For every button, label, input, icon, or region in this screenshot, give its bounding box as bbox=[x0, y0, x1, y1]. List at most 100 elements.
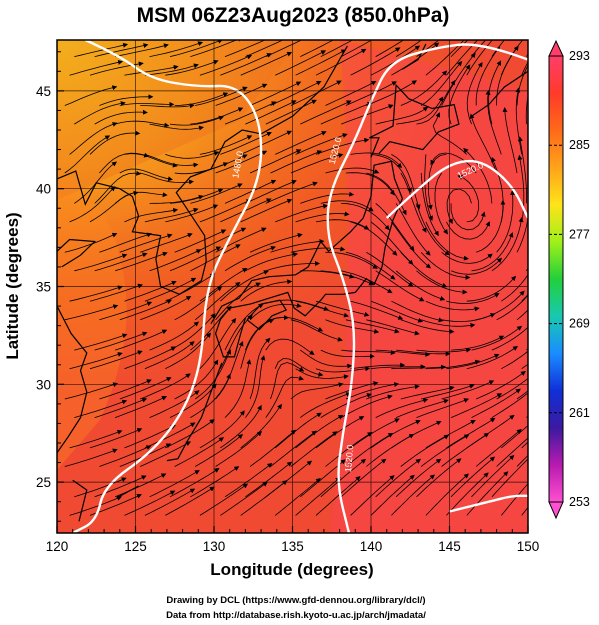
colorbar-bottom-triangle bbox=[548, 501, 564, 520]
streamline bbox=[375, 203, 415, 252]
streamline bbox=[265, 181, 318, 204]
streamline bbox=[466, 275, 517, 302]
streamline bbox=[224, 303, 264, 351]
streamline bbox=[270, 316, 324, 332]
streamline bbox=[224, 359, 252, 418]
streamline bbox=[300, 349, 353, 369]
streamline bbox=[195, 433, 244, 467]
chart-title: MSM 06Z23Aug2023 (850.0hPa) bbox=[137, 4, 450, 27]
streamline bbox=[325, 432, 373, 467]
streamline bbox=[516, 64, 528, 106]
streamline bbox=[265, 460, 313, 498]
streamline bbox=[290, 153, 344, 174]
streamline bbox=[64, 232, 118, 253]
streamline bbox=[89, 428, 143, 449]
streamline bbox=[425, 40, 465, 76]
streamline bbox=[488, 60, 502, 125]
streamline bbox=[400, 434, 450, 467]
streamline bbox=[245, 179, 297, 204]
streamline bbox=[500, 483, 528, 516]
streamline bbox=[476, 290, 525, 321]
streamline bbox=[469, 113, 497, 174]
streamline bbox=[270, 430, 317, 467]
streamline bbox=[320, 393, 372, 418]
streamline bbox=[491, 217, 524, 272]
streamline bbox=[149, 123, 204, 131]
streamline bbox=[466, 346, 519, 370]
streamline bbox=[525, 93, 528, 125]
streamline bbox=[144, 341, 195, 370]
streamline bbox=[325, 319, 380, 334]
streamline bbox=[64, 448, 118, 467]
streamline bbox=[169, 246, 222, 272]
streamline bbox=[366, 80, 417, 106]
streamline bbox=[325, 167, 380, 174]
streamline bbox=[194, 349, 232, 400]
streamline bbox=[320, 101, 373, 125]
streamline bbox=[476, 371, 526, 400]
streamline bbox=[370, 474, 415, 516]
streamline bbox=[400, 252, 448, 288]
streamline bbox=[274, 358, 324, 377]
y-tick-label: 40 bbox=[36, 182, 51, 197]
streamline bbox=[450, 203, 486, 231]
streamline bbox=[350, 152, 402, 169]
streamline bbox=[149, 470, 200, 498]
streamline bbox=[466, 471, 509, 516]
streamline bbox=[169, 468, 220, 498]
height-contour bbox=[326, 43, 528, 533]
streamline bbox=[220, 131, 272, 155]
streamline bbox=[370, 364, 426, 370]
streamline bbox=[391, 420, 442, 449]
streamline bbox=[300, 100, 352, 125]
streamline bbox=[391, 154, 421, 210]
streamline bbox=[119, 377, 172, 400]
streamline bbox=[496, 437, 528, 467]
streamline bbox=[515, 87, 523, 155]
x-tick-label: 125 bbox=[124, 539, 147, 554]
streamline bbox=[421, 383, 475, 400]
streamline bbox=[457, 175, 480, 223]
streamline bbox=[502, 107, 518, 174]
streamline bbox=[501, 425, 528, 449]
streamline bbox=[300, 191, 355, 204]
streamline bbox=[416, 347, 472, 353]
streamline bbox=[427, 154, 447, 210]
streamline bbox=[165, 150, 220, 159]
streamline bbox=[420, 434, 470, 467]
streamline bbox=[345, 172, 395, 196]
streamline bbox=[265, 338, 315, 355]
x-tick-label: 140 bbox=[360, 539, 383, 554]
streamline bbox=[140, 233, 193, 253]
streamline bbox=[199, 135, 253, 155]
streamline bbox=[475, 46, 501, 106]
streamline bbox=[400, 319, 455, 334]
streamline bbox=[99, 232, 152, 253]
streamline bbox=[450, 393, 503, 418]
streamline bbox=[219, 314, 253, 369]
streamline bbox=[416, 458, 462, 498]
streamline bbox=[265, 375, 304, 418]
streamline bbox=[341, 349, 396, 356]
streamline bbox=[74, 399, 128, 418]
streamline bbox=[270, 362, 305, 400]
streamline bbox=[295, 133, 348, 155]
streamline bbox=[74, 161, 118, 204]
streamline bbox=[366, 251, 414, 287]
streamline bbox=[195, 154, 248, 174]
streamline bbox=[341, 394, 393, 418]
streamline bbox=[341, 203, 390, 231]
colorbar-tick-label: 253 bbox=[569, 495, 590, 509]
height-contour bbox=[385, 159, 528, 219]
streamline bbox=[94, 397, 148, 418]
streamline bbox=[501, 350, 528, 370]
streamline bbox=[350, 362, 406, 370]
streamline bbox=[396, 349, 451, 357]
streamline bbox=[370, 154, 412, 193]
streamline bbox=[451, 335, 505, 351]
streamline bbox=[140, 103, 195, 109]
streamline bbox=[375, 106, 429, 125]
streamline bbox=[446, 472, 489, 516]
streamline bbox=[190, 107, 244, 125]
